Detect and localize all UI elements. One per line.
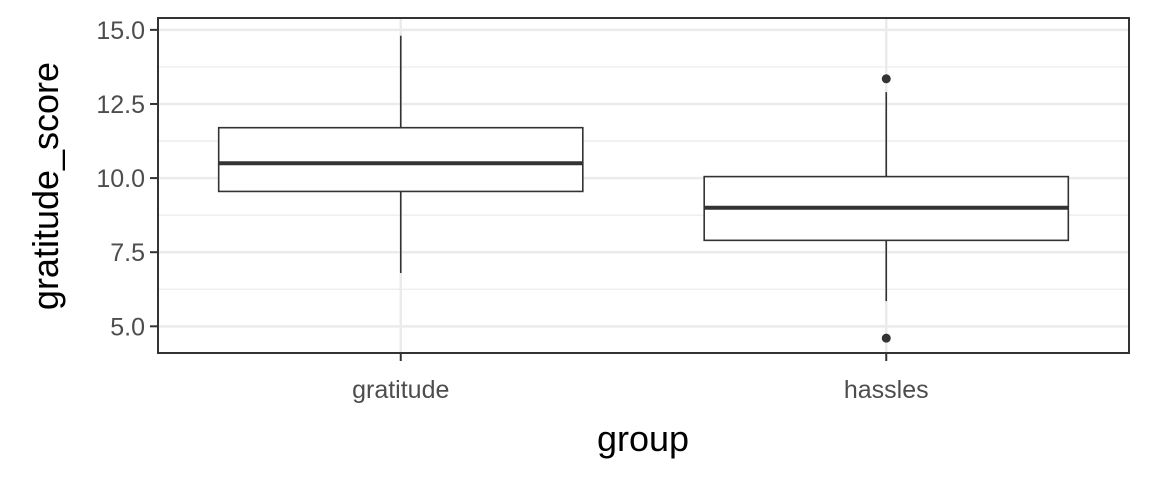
x-axis: gratitude hassles	[352, 353, 929, 404]
y-axis-title: gratitude_score	[25, 62, 66, 310]
x-tick-label: gratitude	[352, 376, 449, 404]
panel-border	[157, 17, 1130, 354]
x-axis-title: group	[597, 418, 689, 459]
y-tick-label: 7.5	[110, 239, 145, 267]
y-axis: 5.0 7.5 10.0 12.5 15.0	[96, 17, 158, 341]
y-tick-label: 5.0	[110, 313, 145, 341]
outlier-point	[881, 333, 891, 343]
x-tick-label: hassles	[844, 376, 929, 404]
y-tick-label: 10.0	[96, 165, 145, 193]
outlier-point	[881, 74, 891, 84]
y-tick-label: 15.0	[96, 17, 145, 45]
box-iqr	[217, 126, 584, 193]
box-hassles	[703, 74, 1070, 343]
box-gratitude	[217, 35, 584, 273]
y-tick-label: 12.5	[96, 91, 145, 119]
box-series	[217, 35, 1070, 343]
